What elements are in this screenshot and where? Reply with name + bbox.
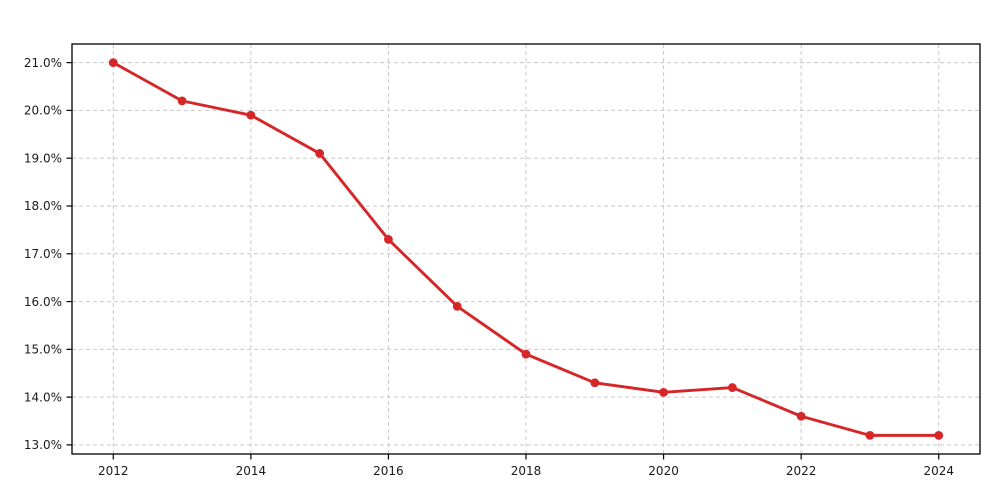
data-point-2018 <box>521 349 531 359</box>
x-tick-label: 2018 <box>511 464 542 478</box>
data-point-2014 <box>246 110 256 120</box>
y-tick-label: 17.0% <box>24 247 62 261</box>
y-tick-label: 20.0% <box>24 104 62 118</box>
x-tick-label: 2012 <box>98 464 129 478</box>
y-tick-label: 13.0% <box>24 438 62 452</box>
x-tick-label: 2022 <box>786 464 817 478</box>
y-tick-label: 15.0% <box>24 343 62 357</box>
data-point-2022 <box>796 411 806 421</box>
x-tick-label: 2020 <box>648 464 679 478</box>
data-point-2023 <box>865 430 875 440</box>
data-point-2024 <box>934 430 944 440</box>
data-point-2013 <box>177 96 187 106</box>
data-point-2021 <box>727 383 737 392</box>
data-point-2012 <box>108 58 118 68</box>
data-point-2015 <box>315 149 325 158</box>
x-tick-label: 2014 <box>236 464 267 478</box>
data-point-2017 <box>452 301 462 311</box>
data-point-2020 <box>659 387 668 397</box>
data-point-2019 <box>590 378 600 388</box>
data-point-2016 <box>384 235 393 244</box>
y-tick-label: 19.0% <box>24 151 62 165</box>
y-tick-label: 16.0% <box>24 295 62 309</box>
x-tick-label: 2024 <box>923 464 954 478</box>
x-tick-label: 2016 <box>373 464 404 478</box>
y-tick-label: 18.0% <box>24 199 62 213</box>
y-tick-label: 21.0% <box>24 56 62 70</box>
y-tick-label: 14.0% <box>24 390 62 404</box>
